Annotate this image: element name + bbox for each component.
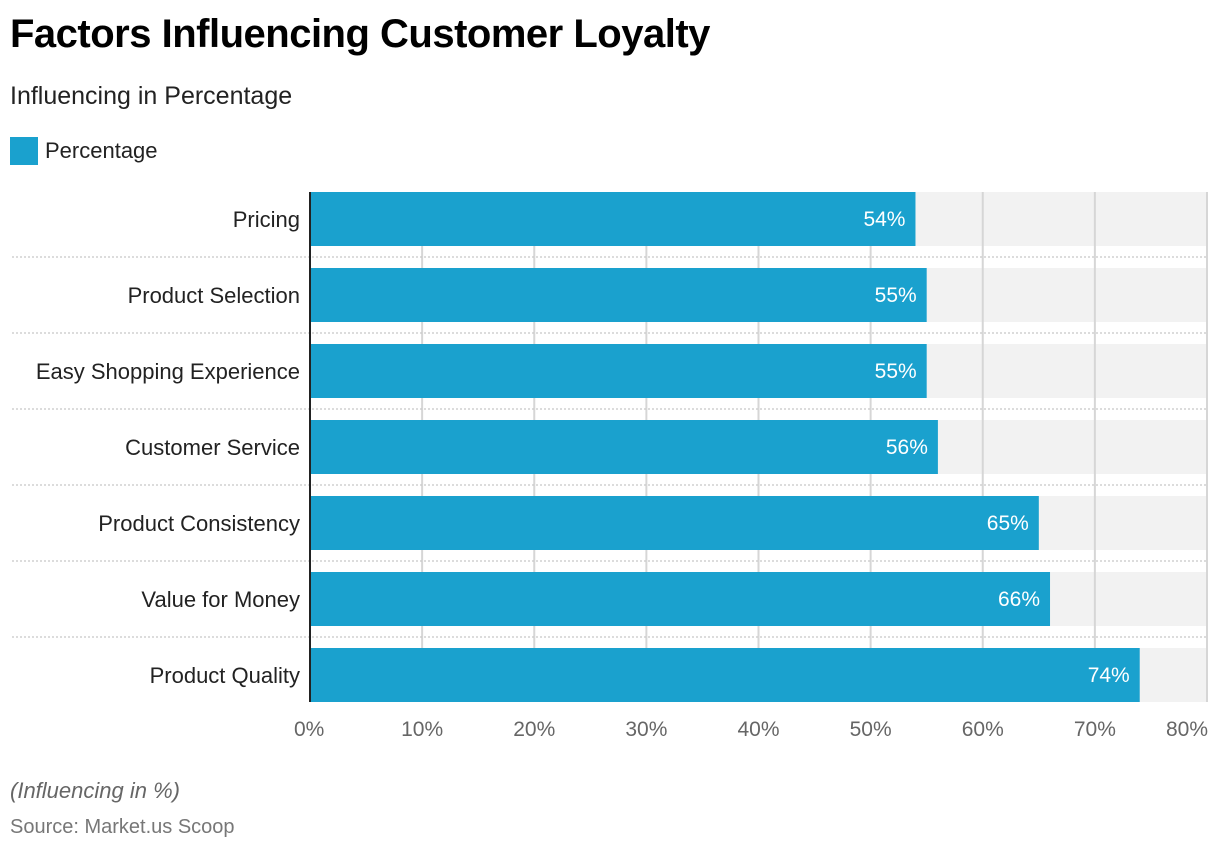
x-tick-label: 50% xyxy=(850,718,892,741)
x-tick-label: 40% xyxy=(737,718,779,741)
bar xyxy=(310,192,916,246)
x-tick-label: 30% xyxy=(625,718,667,741)
legend: Percentage xyxy=(10,137,158,165)
category-label: Easy Shopping Experience xyxy=(36,359,300,384)
chart-source: Source: Market.us Scoop xyxy=(10,816,235,838)
chart-title: Factors Influencing Customer Loyalty xyxy=(10,12,710,56)
bar xyxy=(310,648,1140,702)
x-axis-ticks: 0% 10% 20% 30% 40% 50% 60% 70% 80% xyxy=(294,718,1208,741)
value-label: 65% xyxy=(987,512,1029,535)
legend-label: Percentage xyxy=(45,138,158,163)
category-label: Product Consistency xyxy=(98,511,300,536)
value-label: 74% xyxy=(1088,664,1130,687)
value-label: 55% xyxy=(875,360,917,383)
x-tick-label: 0% xyxy=(294,718,324,741)
category-label: Pricing xyxy=(233,207,300,232)
x-tick-label: 60% xyxy=(962,718,1004,741)
value-label: 55% xyxy=(875,284,917,307)
chart-note: (Influencing in %) xyxy=(10,778,180,803)
value-label: 66% xyxy=(998,588,1040,611)
row-separators xyxy=(12,256,1207,638)
value-labels: 54% 55% 55% 56% 65% 66% 74% xyxy=(863,208,1129,687)
bar xyxy=(310,420,938,474)
category-label: Product Quality xyxy=(150,663,300,688)
legend-swatch xyxy=(10,137,38,165)
bars xyxy=(310,192,1140,702)
category-label: Product Selection xyxy=(128,283,300,308)
x-tick-label: 80% xyxy=(1166,718,1208,741)
bar xyxy=(310,344,927,398)
category-labels: Pricing Product Selection Easy Shopping Ex… xyxy=(36,207,300,688)
bar xyxy=(310,496,1039,550)
value-label: 54% xyxy=(863,208,905,231)
category-label: Customer Service xyxy=(125,435,300,460)
chart-subtitle: Influencing in Percentage xyxy=(10,82,293,110)
x-tick-label: 70% xyxy=(1074,718,1116,741)
value-label: 56% xyxy=(886,436,928,459)
x-tick-label: 10% xyxy=(401,718,443,741)
bar-chart: Pricing Product Selection Easy Shopping Ex… xyxy=(12,192,1208,741)
x-tick-label: 20% xyxy=(513,718,555,741)
category-label: Value for Money xyxy=(141,587,300,612)
bar xyxy=(310,572,1051,626)
bar xyxy=(310,268,927,322)
